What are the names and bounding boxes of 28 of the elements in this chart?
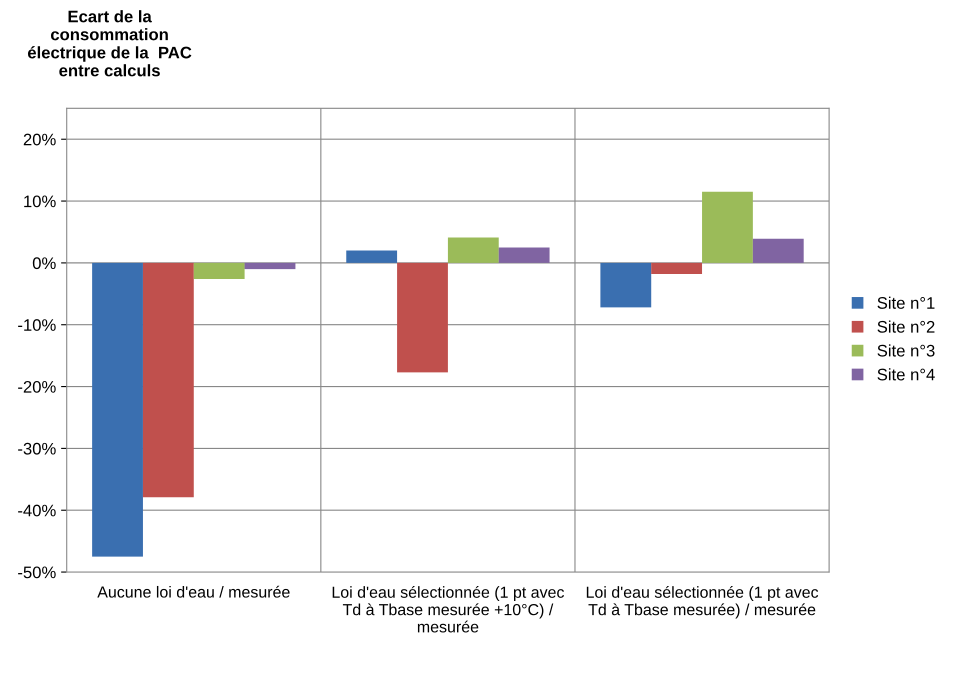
legend-label: Site n°1 <box>877 296 934 309</box>
x-tick-label: Loi d'eau sélectionnée (1 pt avec Td à Tbase mesurée +10°C) / mesurée <box>332 586 564 632</box>
bar <box>448 238 499 263</box>
y-tick-label: -40% <box>18 504 56 516</box>
bar <box>397 262 448 372</box>
y-tick-label: 0% <box>32 257 56 270</box>
legend-label: Site n°4 <box>877 368 935 380</box>
bar <box>194 262 245 279</box>
y-tick-label: -50% <box>18 566 56 578</box>
y-axis-title: Ecart de la consommation électrique de la PAC entre calculs <box>28 10 192 76</box>
bar <box>244 262 296 270</box>
bar <box>92 262 143 557</box>
y-tick-label: -30% <box>18 442 56 455</box>
y-tick-label: 20% <box>24 134 56 146</box>
bar <box>346 250 398 263</box>
bar <box>752 238 804 263</box>
x-tick-label: Loi d'eau sélectionnée (1 pt avec Td à Tbase mesurée) / mesurée <box>586 586 818 618</box>
bar <box>498 247 550 263</box>
x-tick-label: Aucune loi d'eau / mesurée <box>97 586 290 598</box>
y-tick-label: -10% <box>18 319 56 331</box>
bar <box>651 262 702 274</box>
y-tick-label: 10% <box>24 195 56 208</box>
legend-label: Site n°3 <box>877 344 935 357</box>
y-tick-label: -20% <box>18 380 56 393</box>
bar <box>600 262 652 308</box>
bar <box>142 262 194 498</box>
bar <box>702 192 753 263</box>
legend-label: Site n°2 <box>877 320 934 333</box>
